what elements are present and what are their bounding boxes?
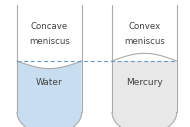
Polygon shape <box>112 53 177 127</box>
Text: Convex: Convex <box>128 22 161 31</box>
Text: meniscus: meniscus <box>124 37 165 46</box>
Polygon shape <box>17 61 82 127</box>
Text: Concave: Concave <box>31 22 68 31</box>
Polygon shape <box>17 5 82 61</box>
Text: meniscus: meniscus <box>29 37 70 46</box>
Polygon shape <box>112 5 177 61</box>
Text: Water: Water <box>36 78 63 87</box>
Text: Mercury: Mercury <box>126 78 163 87</box>
